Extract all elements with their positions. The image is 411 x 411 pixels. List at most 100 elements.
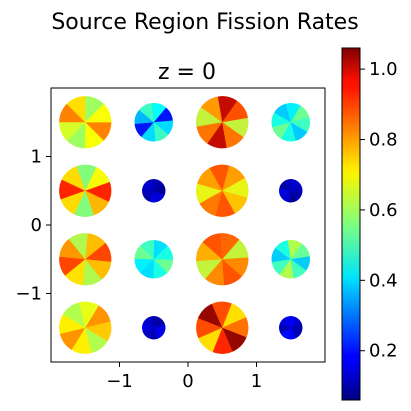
pin-sector [272,122,291,139]
pin-sector [290,259,307,279]
pin-sector [207,122,227,149]
pin-sector [222,317,249,338]
plot-area [50,87,326,363]
pin-sector [281,190,291,203]
pin-sector [153,259,173,274]
pin-sector [85,327,108,354]
pin-sector [153,120,173,135]
pin-sector [222,327,247,352]
pin-sector [142,327,154,339]
pin-sector [217,96,238,123]
pin-sector [142,180,154,191]
pin-sector [59,103,86,123]
fuel-pin [271,103,310,142]
pin-sector [279,181,291,191]
pin-sector [85,103,112,123]
pin-sector [153,324,166,333]
chart-title: z = 0 [158,60,216,85]
pin-sector [279,324,291,334]
pin-sector [271,259,291,275]
pin-sector [209,164,230,191]
x-tick-label: 1 [251,371,262,392]
pin-sector [196,122,223,144]
pin-sector [222,257,249,277]
pin-sector [134,109,154,124]
pin-sector [85,321,112,342]
pin-sector [290,184,303,193]
pin-sector [65,259,86,286]
fuel-pin [142,316,166,340]
pin-sector [71,327,92,354]
pin-sector [153,190,165,202]
colorbar-tick-label: 1.0 [369,59,398,80]
pin-sector [153,245,173,260]
pin-sector [76,164,97,191]
fuel-pin [196,164,249,217]
pin-sector [148,179,158,191]
pin-sector [59,256,86,276]
pin-sector [222,122,244,148]
pin-sector [85,122,112,141]
pin-sector [287,240,303,260]
fuel-pin [196,96,249,149]
pin-sector [198,327,223,352]
pin-sector [199,190,223,216]
x-tick-label: −1 [106,371,133,392]
pins-layer [59,96,310,354]
x-tick-label: 0 [182,371,193,392]
pin-sector [196,318,223,339]
pin-sector [153,327,165,339]
pin-sector [290,327,302,338]
colorbar-tick-label: 0.8 [369,130,398,151]
pin-sector [153,185,166,195]
pin-sector [85,242,112,262]
pin-sector [222,117,249,138]
pin-sector [153,240,168,260]
pin-sector [149,190,159,203]
pin-sector [280,327,291,339]
pin-sector [205,259,225,286]
pin-sector [61,166,86,191]
fuel-pin [196,301,249,354]
pin-sector [200,96,223,123]
pin-sector [290,122,308,141]
pin-sector [85,259,112,280]
pin-sector [153,179,165,191]
pin-sector [290,256,310,271]
colorbar [341,47,361,401]
pin-sector [284,179,293,191]
pin-sector [153,107,173,123]
chart-suptitle: Source Region Fission Rates [51,10,358,35]
pin-sector [222,100,248,123]
pin-sector [85,167,110,191]
pin-sector [63,302,86,328]
pin-sector [140,240,155,260]
pin-sector [139,259,154,279]
pin-sector [215,190,236,217]
pin-sector [211,301,232,328]
fuel-pin [134,103,173,142]
pin-sector [59,314,86,334]
pin-sector [271,247,291,263]
pin-sector [290,316,301,328]
pin-sector [212,327,233,354]
pin-sector [196,107,223,127]
pin-sector [198,303,223,328]
pin-sector [59,179,86,200]
pin-sector [281,122,296,142]
pin-sector [143,316,154,328]
pin-sector [285,103,301,123]
fuel-pin [59,164,112,217]
pin-sector [59,239,86,260]
pin-sector [85,190,109,216]
fuel-pin [142,179,166,203]
pin-sector [85,305,111,328]
pin-sector [134,245,154,260]
x-axis: −1 0 1 [106,362,262,392]
colorbar-tick-label: 0.4 [369,270,398,291]
pin-sector [222,239,249,260]
y-axis: −1 0 1 [15,147,51,305]
fuel-pin [134,240,173,279]
pin-sector [222,259,242,286]
